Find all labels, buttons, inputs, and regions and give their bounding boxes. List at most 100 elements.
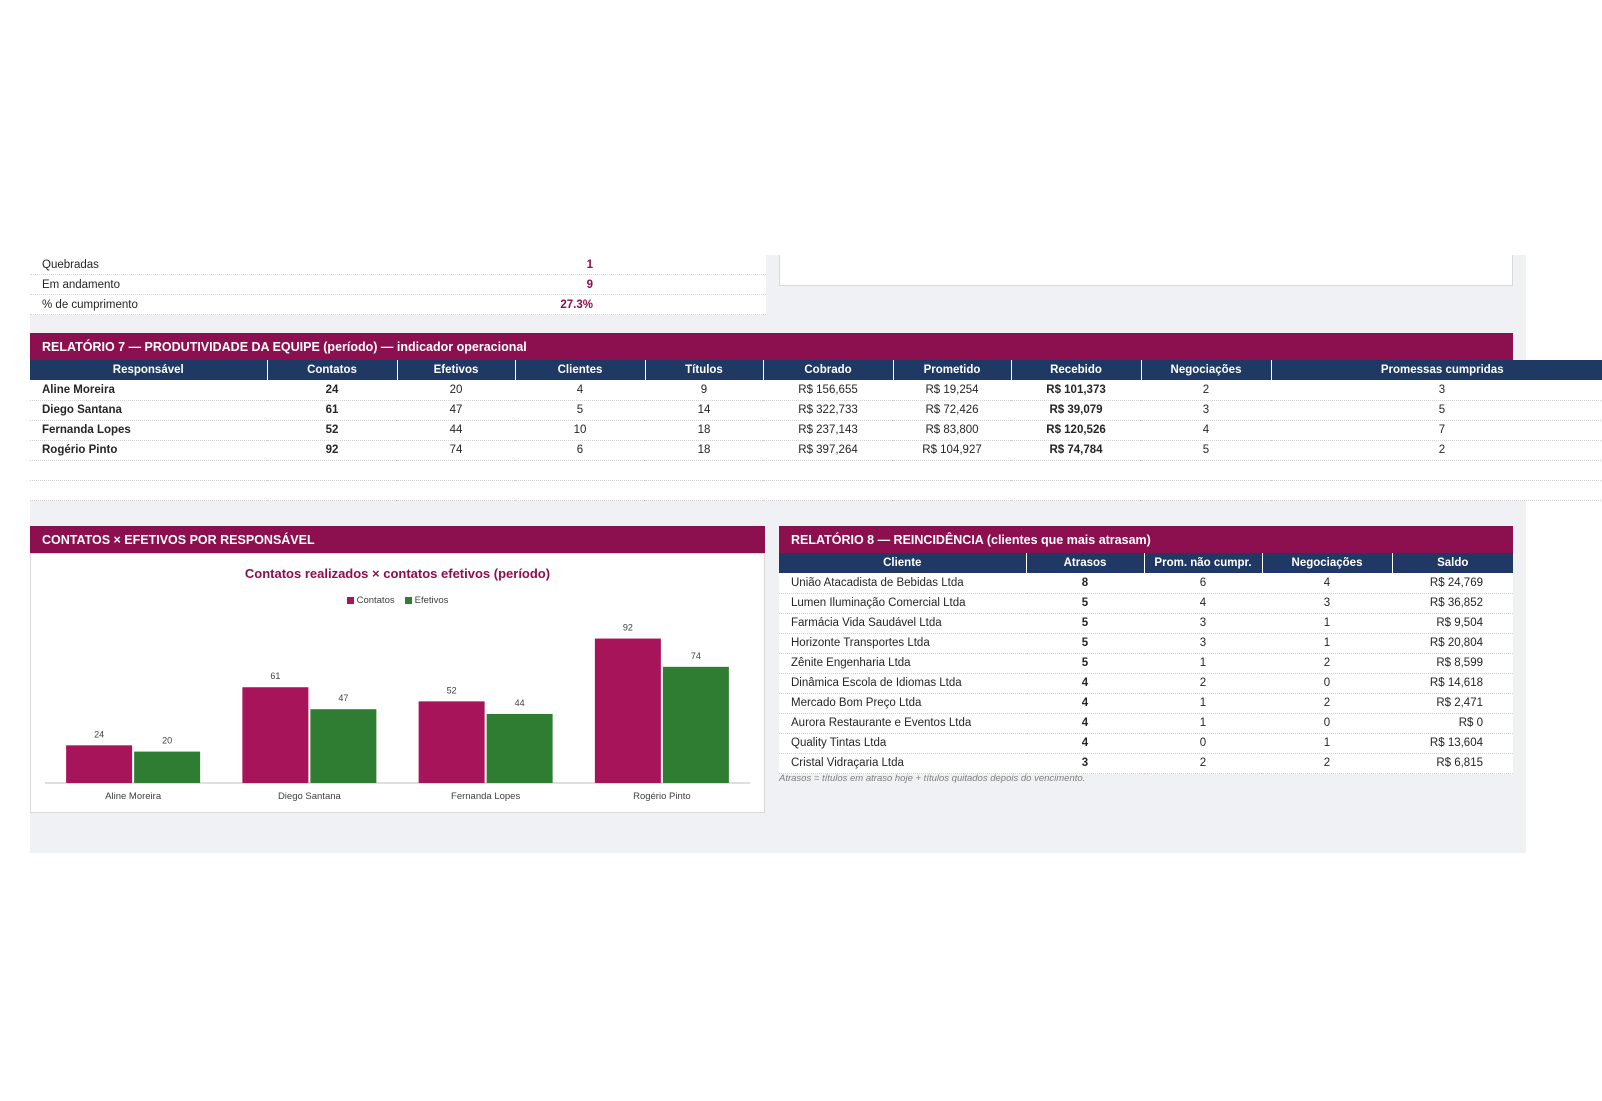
column-header[interactable]: Atrasos — [1026, 553, 1145, 573]
cell-clients: 4 — [515, 380, 645, 401]
cell-responsible: Aline Moreira — [30, 380, 267, 401]
cell-delays: 5 — [1026, 633, 1144, 654]
cell-responsible: Rogério Pinto — [30, 440, 267, 461]
bar-efetivos-2 — [486, 713, 553, 783]
column-header[interactable]: Contatos — [267, 360, 398, 380]
cell-balance: R$ 2,471 — [1392, 693, 1513, 714]
cell-balance: R$ 14,618 — [1392, 673, 1513, 694]
cell-balance: R$ 24,769 — [1392, 573, 1513, 594]
table-row[interactable]: Mercado Bom Preço Ltda 4 1 2 R$ 2,471 — [779, 693, 1513, 714]
column-header[interactable]: Promessas cumpridas — [1271, 360, 1602, 380]
table-row[interactable]: Diego Santana 61 47 5 14 R$ 322,733 R$ 7… — [30, 400, 1602, 421]
legend-item-effective: Efetivos — [404, 595, 448, 606]
column-header[interactable]: Negociações — [1262, 553, 1393, 573]
cell-broken-promises: 2 — [1144, 673, 1262, 694]
cell-balance: R$ 9,504 — [1392, 613, 1513, 634]
summary-row-compliance: % de cumprimento 27.3% — [30, 295, 766, 315]
cell-client: Mercado Bom Preço Ltda — [779, 693, 1026, 714]
report8-footnote: Atrasos = títulos em atraso hoje + títul… — [779, 773, 1086, 784]
cell-clients: 5 — [515, 400, 645, 421]
cell-broken-promises: 2 — [1144, 753, 1262, 774]
cell-negotiations: 1 — [1262, 613, 1392, 634]
table-row[interactable]: Cristal Vidraçaria Ltda 3 2 2 R$ 6,815 — [779, 753, 1513, 774]
legend-swatch — [404, 597, 412, 604]
chart-title: Contatos realizados × contatos efetivos … — [244, 566, 551, 581]
empty-cell — [30, 460, 1602, 481]
column-header[interactable]: Cliente — [779, 553, 1027, 573]
x-tick-label: Fernanda Lopes — [451, 791, 520, 802]
cell-broken-promises: 6 — [1144, 573, 1262, 594]
cell-charged: R$ 156,655 — [763, 380, 893, 401]
cell-promises-kept: 5 — [1271, 400, 1602, 421]
cell-promises-kept: 2 — [1271, 440, 1602, 461]
table-row[interactable]: União Atacadista de Bebidas Ltda 8 6 4 R$ 24… — [779, 573, 1513, 594]
data-label: 74 — [691, 651, 701, 661]
summary-side-panel — [779, 255, 1513, 286]
cell-titles: 14 — [645, 400, 763, 421]
cell-broken-promises: 1 — [1144, 653, 1262, 674]
table-row[interactable]: Horizonte Transportes Ltda 5 3 1 R$ 20,804 — [779, 633, 1513, 654]
column-header[interactable]: Recebido — [1011, 360, 1142, 380]
cell-received: R$ 120,526 — [1011, 420, 1141, 441]
cell-clients: 10 — [515, 420, 645, 441]
cell-negotiations: 5 — [1141, 440, 1271, 461]
report7-header-row: Responsável Contatos Efetivos Clientes T… — [30, 360, 1602, 380]
column-header[interactable]: Saldo — [1392, 553, 1513, 573]
cell-received: R$ 101,373 — [1011, 380, 1141, 401]
summary-row-broken: Quebradas 1 — [30, 255, 766, 275]
data-label: 47 — [338, 693, 348, 703]
column-header[interactable]: Responsável — [30, 360, 268, 380]
cell-negotiations: 3 — [1141, 400, 1271, 421]
cell-charged: R$ 322,733 — [763, 400, 893, 421]
column-header[interactable]: Negociações — [1141, 360, 1272, 380]
column-header[interactable]: Efetivos — [397, 360, 516, 380]
table-row[interactable]: Fernanda Lopes 52 44 10 18 R$ 237,143 R$… — [30, 420, 1602, 441]
cell-titles: 18 — [645, 420, 763, 441]
column-header[interactable]: Clientes — [515, 360, 646, 380]
bar-contatos-3 — [594, 638, 661, 783]
x-tick-label: Aline Moreira — [105, 791, 162, 802]
data-label: 61 — [270, 671, 280, 681]
report8-table: Cliente Atrasos Prom. não cumpr. Negocia… — [779, 553, 1513, 774]
cell-client: Dinâmica Escola de Idiomas Ltda — [779, 673, 1026, 694]
cell-client: Horizonte Transportes Ltda — [779, 633, 1026, 654]
table-row[interactable]: Aline Moreira 24 20 4 9 R$ 156,655 R$ 19… — [30, 380, 1602, 401]
summary-row-in-progress: Em andamento 9 — [30, 275, 766, 295]
table-row[interactable]: Zênite Engenharia Ltda 5 1 2 R$ 8,599 — [779, 653, 1513, 674]
cell-negotiations: 1 — [1262, 633, 1392, 654]
cell-delays: 4 — [1026, 673, 1144, 694]
table-row[interactable]: Farmácia Vida Saudável Ltda 5 3 1 R$ 9,504 — [779, 613, 1513, 634]
cell-promises-kept: 3 — [1271, 380, 1602, 401]
cell-broken-promises: 4 — [1144, 593, 1262, 614]
column-header[interactable]: Cobrado — [763, 360, 894, 380]
table-row[interactable]: Rogério Pinto 92 74 6 18 R$ 397,264 R$ 1… — [30, 440, 1602, 461]
cell-received: R$ 39,079 — [1011, 400, 1141, 421]
column-header[interactable]: Prometido — [893, 360, 1012, 380]
column-header[interactable]: Prom. não cumpr. — [1144, 553, 1263, 573]
table-row[interactable]: Dinâmica Escola de Idiomas Ltda 4 2 0 R$ 14,… — [779, 673, 1513, 694]
summary-value: 9 — [586, 278, 593, 291]
legend-swatch — [346, 597, 354, 604]
data-label: 24 — [94, 729, 104, 739]
cell-responsible: Diego Santana — [30, 400, 267, 421]
cell-received: R$ 74,784 — [1011, 440, 1141, 461]
cell-negotiations: 4 — [1141, 420, 1271, 441]
data-label: 52 — [447, 685, 457, 695]
empty-row — [30, 460, 1602, 481]
cell-clients: 6 — [515, 440, 645, 461]
cell-negotiations: 2 — [1141, 380, 1271, 401]
cell-client: Aurora Restaurante e Eventos Ltda — [779, 713, 1026, 734]
table-row[interactable]: Quality Tintas Ltda 4 0 1 R$ 13,604 — [779, 733, 1513, 754]
cell-contacts: 92 — [267, 440, 397, 461]
report8-header: RELATÓRIO 8 — REINCIDÊNCIA (clientes que… — [779, 526, 1513, 553]
table-row[interactable]: Aurora Restaurante e Eventos Ltda 4 1 0 R$ 0 — [779, 713, 1513, 734]
bar-contatos-0 — [66, 745, 133, 783]
bar-contatos-2 — [418, 701, 485, 783]
column-header[interactable]: Títulos — [645, 360, 764, 380]
cell-balance: R$ 36,852 — [1392, 593, 1513, 614]
data-label: 44 — [515, 698, 525, 708]
contacts-chart: Contatos realizados × contatos efetivos … — [30, 553, 765, 813]
cell-delays: 3 — [1026, 753, 1144, 774]
table-row[interactable]: Lumen Iluminação Comercial Ltda 5 4 3 R$ 36,… — [779, 593, 1513, 614]
x-tick-label: Rogério Pinto — [633, 791, 691, 802]
